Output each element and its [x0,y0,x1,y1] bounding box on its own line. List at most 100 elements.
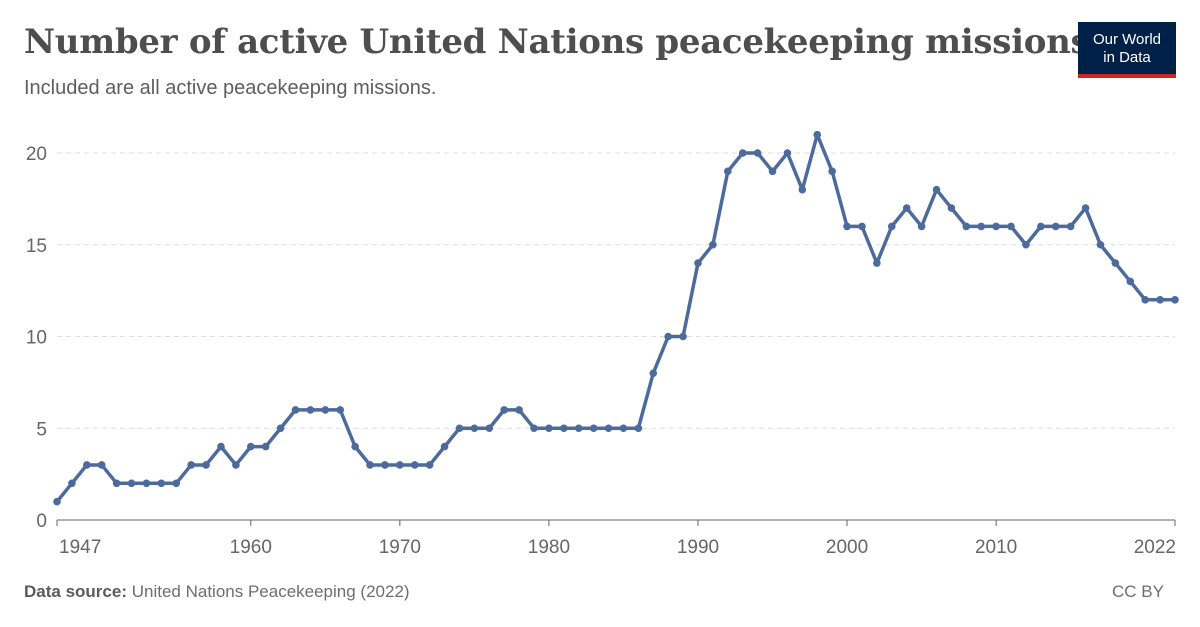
data-point[interactable] [396,461,404,469]
data-point[interactable] [709,240,717,249]
data-point[interactable] [261,442,270,451]
data-point[interactable] [321,406,330,414]
data-point[interactable] [83,461,91,469]
data-point[interactable] [873,259,881,267]
data-point[interactable] [1156,296,1164,304]
data-point[interactable] [68,479,76,488]
chart-subtitle: Included are all active peacekeeping mis… [24,77,437,99]
data-point[interactable] [515,406,523,414]
data-point[interactable] [157,479,166,488]
data-point[interactable] [232,461,240,469]
data-point[interactable] [977,222,986,231]
data-point[interactable] [574,424,583,433]
data-point[interactable] [932,185,941,194]
data-point[interactable] [276,424,285,433]
data-point[interactable] [634,424,643,433]
data-point[interactable] [545,424,553,433]
series-line [55,132,1177,504]
data-point[interactable] [768,167,777,176]
data-point[interactable] [1081,204,1090,212]
owid-logo[interactable]: Our World in Data [1078,22,1176,78]
data-point[interactable] [902,204,911,212]
data-point[interactable] [649,369,658,378]
data-point[interactable] [127,479,136,488]
data-point[interactable] [887,222,896,231]
data-point[interactable] [560,424,568,433]
y-tick-label: 5 [36,419,47,440]
data-point[interactable] [336,406,345,414]
data-point[interactable] [172,479,181,488]
x-axis: 1947 1960 1970 1980 1990 2000 2010 2022 [56,519,1176,558]
data-point[interactable] [1007,222,1015,231]
data-point[interactable] [1141,296,1149,304]
x-tick-label: 2022 [1134,537,1176,558]
data-point[interactable] [604,424,613,433]
data-point[interactable] [694,259,702,267]
data-point[interactable] [1111,259,1120,267]
data-point[interactable] [440,442,449,451]
data-point[interactable] [664,332,672,341]
data-source-text: United Nations Peacekeeping (2022) [131,582,410,601]
data-point[interactable] [425,461,434,469]
data-point[interactable] [306,406,315,414]
data-point[interactable] [798,185,807,194]
x-tick-label: 1947 [59,537,101,558]
x-tick-label: 1990 [677,537,719,558]
data-point[interactable] [351,442,359,451]
y-tick-label: 10 [26,328,47,349]
data-point[interactable] [485,424,494,433]
data-point[interactable] [97,461,106,469]
data-point[interactable] [858,222,866,231]
logo-line-1: Our World [1092,31,1162,48]
data-point[interactable] [530,424,538,433]
data-point[interactable] [1096,240,1105,249]
data-point[interactable] [619,424,628,433]
data-point[interactable] [366,461,374,469]
x-tick-label: 2000 [826,537,868,558]
data-point[interactable] [962,222,971,231]
license-link[interactable]: CC BY [1112,582,1164,601]
data-point[interactable] [202,461,210,469]
data-point[interactable] [1066,222,1075,231]
data-point[interactable] [843,222,851,231]
data-point[interactable] [381,461,389,469]
data-point[interactable] [500,406,509,414]
data-point[interactable] [679,332,687,341]
x-tick-label: 1960 [230,537,272,558]
data-point[interactable] [1051,222,1060,231]
x-tick-label: 1980 [528,537,570,558]
data-point[interactable] [947,204,956,212]
y-tick-label: 15 [26,236,47,257]
data-point[interactable] [992,222,1000,231]
data-point[interactable] [142,479,151,488]
data-source-label: Data source: [24,582,127,601]
data-point[interactable] [783,149,792,157]
data-point[interactable] [291,406,300,414]
y-axis-tick-labels: 0 5 10 15 20 [26,144,47,532]
data-point[interactable] [813,130,822,139]
data-point[interactable] [410,461,419,469]
data-point[interactable] [589,424,598,433]
data-point[interactable] [246,442,255,451]
data-point[interactable] [1126,277,1135,286]
data-point[interactable] [187,461,195,469]
data-point[interactable] [112,479,121,488]
grid-lines [57,152,1175,429]
data-source: Data source: United Nations Peacekeeping… [24,582,410,602]
data-point[interactable] [724,167,732,176]
data-point[interactable] [1022,240,1030,249]
data-point[interactable] [917,222,926,231]
x-tick-label: 1970 [379,537,421,558]
data-point[interactable] [1037,222,1045,231]
data-point[interactable] [455,424,464,433]
data-point[interactable] [53,497,61,506]
data-point[interactable] [470,424,479,433]
logo-line-2: in Data [1103,49,1151,66]
data-point[interactable] [217,442,225,451]
data-point[interactable] [753,149,762,157]
data-point[interactable] [1171,296,1179,304]
data-point[interactable] [738,149,747,157]
chart-title: Number of active United Nations peacekee… [24,22,1090,62]
data-point[interactable] [828,167,836,176]
